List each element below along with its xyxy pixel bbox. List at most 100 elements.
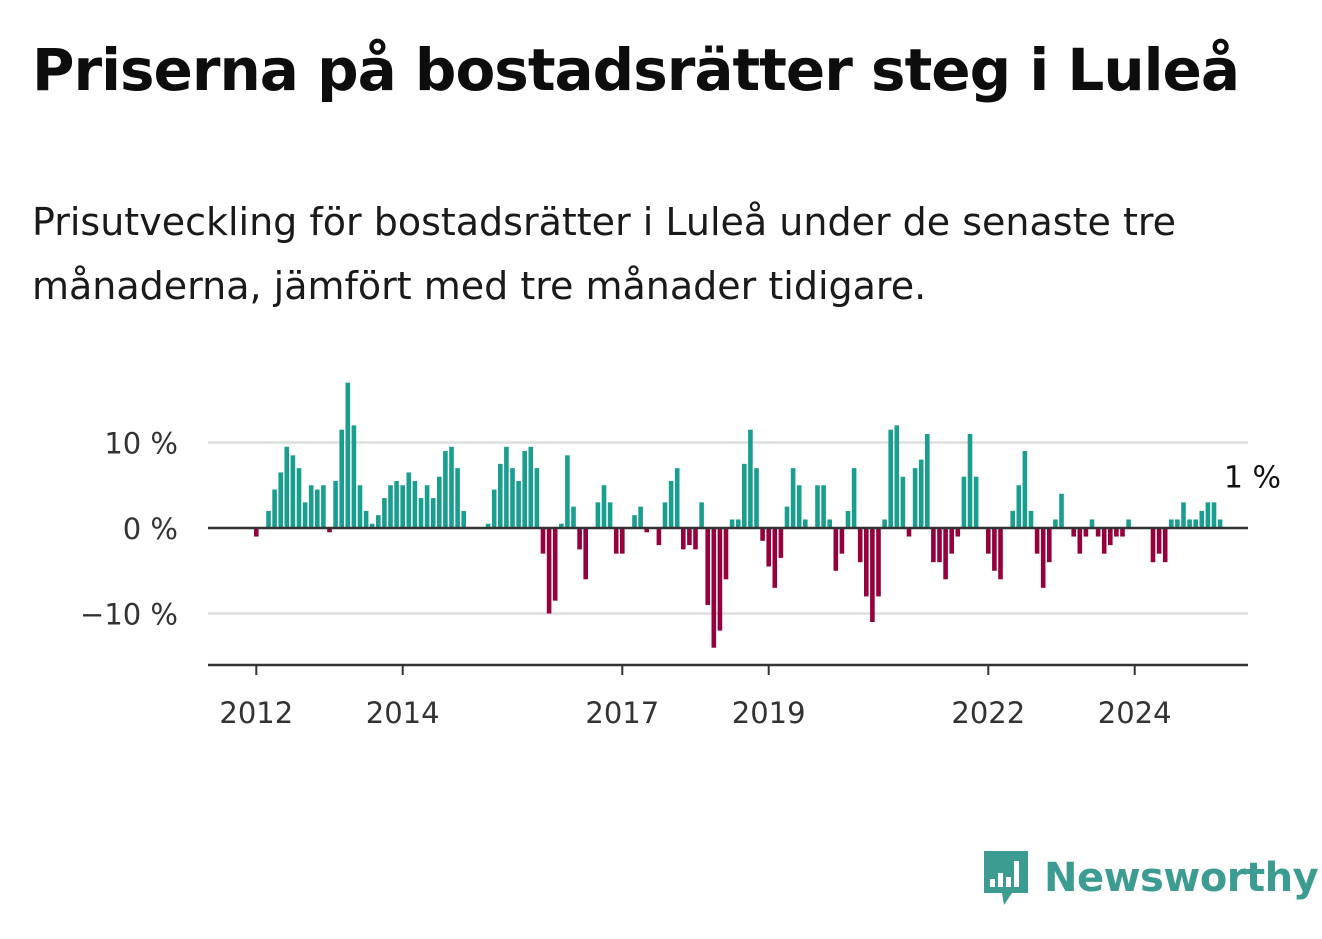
bar xyxy=(296,468,302,528)
bar xyxy=(302,502,308,528)
bar xyxy=(1089,519,1095,528)
bar xyxy=(1101,528,1107,554)
newsworthy-logo: Newsworthy xyxy=(982,848,1319,908)
bar xyxy=(1083,528,1089,537)
bar xyxy=(815,485,820,528)
bar xyxy=(1022,451,1028,528)
bar xyxy=(766,528,771,567)
bar xyxy=(1047,528,1052,563)
bar xyxy=(906,528,912,537)
bar xyxy=(693,528,698,550)
bar xyxy=(1053,519,1058,528)
bar xyxy=(522,451,527,528)
bar xyxy=(1187,519,1192,528)
bar xyxy=(967,433,973,528)
bar xyxy=(552,528,558,601)
brand-name: Newsworthy xyxy=(1044,855,1319,901)
bar xyxy=(729,519,735,528)
bar xyxy=(406,472,412,529)
bar xyxy=(272,489,277,528)
bar xyxy=(565,455,570,528)
bar xyxy=(687,528,692,546)
bar xyxy=(1162,528,1168,563)
bar xyxy=(973,476,979,528)
x-tick-label: 2017 xyxy=(585,696,659,730)
grid-layer xyxy=(208,441,1248,615)
bar xyxy=(595,502,601,528)
y-tick-labels: 10 % 0 % −10 % xyxy=(80,427,178,632)
bar xyxy=(546,528,552,614)
y-tick-label: 10 % xyxy=(104,427,178,461)
newsworthy-logo-icon xyxy=(984,851,1028,905)
bar xyxy=(1071,528,1076,537)
bar xyxy=(1010,510,1015,528)
bar xyxy=(1217,519,1223,528)
bar xyxy=(315,489,320,528)
bar xyxy=(760,528,765,541)
x-tick-label: 2012 xyxy=(219,696,293,730)
bar xyxy=(681,528,686,550)
bar xyxy=(455,468,460,528)
bar xyxy=(1016,485,1022,528)
x-tick-label: 2024 xyxy=(1098,696,1172,730)
bar xyxy=(742,463,747,529)
bar xyxy=(1193,519,1198,528)
bar xyxy=(571,506,576,529)
bar xyxy=(528,446,534,528)
bar xyxy=(876,528,881,597)
bar xyxy=(504,446,509,528)
bar xyxy=(894,425,900,528)
bar xyxy=(827,519,832,528)
bar xyxy=(333,480,338,529)
bar xyxy=(1034,528,1040,554)
bar xyxy=(784,506,790,529)
bar xyxy=(461,510,466,528)
bar xyxy=(443,451,448,528)
y-tick-label: 0 % xyxy=(123,512,178,546)
bar xyxy=(955,528,961,537)
bar xyxy=(674,468,680,528)
bar xyxy=(1181,502,1186,528)
bar xyxy=(449,446,454,528)
bar xyxy=(748,429,753,529)
x-tick-labels: 2012 2014 2017 2019 2022 2024 xyxy=(219,665,1172,730)
bar xyxy=(437,476,442,528)
chart-subtitle: Prisutveckling för bostadsrätter i Luleå… xyxy=(32,200,1177,308)
bar xyxy=(510,468,515,528)
bar xyxy=(699,502,704,528)
bar xyxy=(735,519,741,528)
bar xyxy=(388,485,393,528)
bar xyxy=(644,528,649,533)
bar xyxy=(321,485,326,528)
bar xyxy=(540,528,546,554)
bar xyxy=(931,528,936,563)
bar xyxy=(772,528,778,588)
bar xyxy=(796,485,802,528)
bar xyxy=(949,528,954,554)
bar xyxy=(424,485,430,528)
bar xyxy=(1059,493,1064,528)
bar xyxy=(705,528,710,605)
bar xyxy=(845,510,851,528)
bar xyxy=(1108,528,1113,546)
bar xyxy=(278,472,283,529)
bar xyxy=(607,502,613,528)
bar xyxy=(430,498,436,528)
bar xyxy=(754,468,759,528)
bar xyxy=(290,455,296,528)
bar xyxy=(870,528,875,623)
bar xyxy=(925,433,930,528)
bar xyxy=(266,510,271,528)
bar xyxy=(613,528,619,554)
bar xyxy=(485,523,491,529)
bar xyxy=(833,528,839,571)
bar xyxy=(1040,528,1046,588)
bar xyxy=(918,459,924,528)
bar xyxy=(723,528,729,580)
bar xyxy=(632,515,637,528)
bar xyxy=(284,446,290,528)
bar xyxy=(394,480,399,529)
bar xyxy=(1120,528,1125,537)
bar xyxy=(491,489,497,528)
bar xyxy=(961,476,967,528)
